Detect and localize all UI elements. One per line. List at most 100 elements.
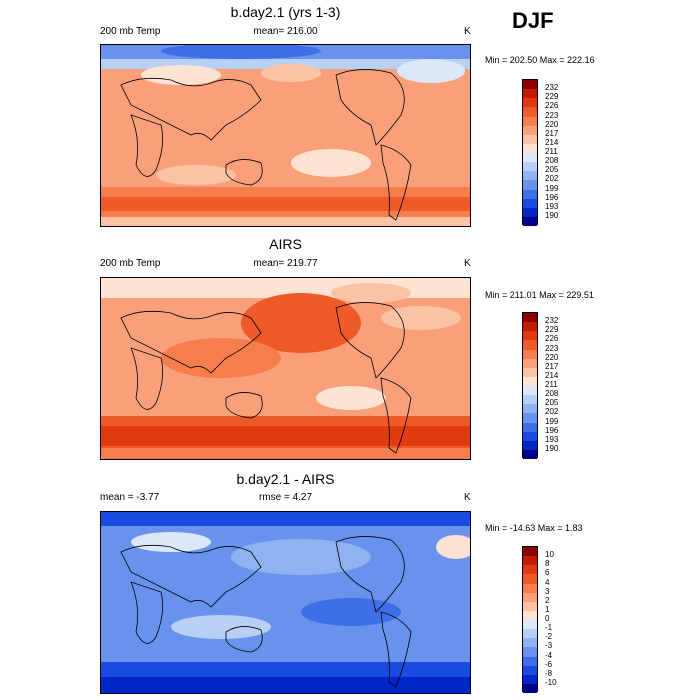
colorbar-tick-label: 229: [545, 325, 559, 335]
colorbar-tick-label: 3: [545, 586, 550, 596]
colorbar-tick-label: 193: [545, 434, 559, 444]
panel-2-center-label: mean= 219.77: [253, 258, 318, 269]
colorbar-tick-label: 208: [545, 389, 559, 399]
colorbar-swatch: [523, 153, 537, 163]
colorbar-swatch: [523, 180, 537, 190]
panel-1-units: K: [464, 26, 471, 37]
colorbar-swatch: [523, 665, 537, 675]
colorbar-swatch: [523, 376, 537, 386]
colorbar-tick-label: 199: [545, 183, 559, 193]
colorbar-tick-label: 223: [545, 110, 559, 120]
panel-2-units: K: [464, 258, 471, 269]
colorbar-tick-label: 202: [545, 174, 559, 184]
colorbar-swatch: [523, 116, 537, 126]
colorbar-swatch: [523, 556, 537, 566]
colorbar-tick-label: 196: [545, 192, 559, 202]
panel-2-title: AIRS: [269, 236, 302, 252]
colorbar-swatch: [523, 143, 537, 153]
colorbar-swatch: [523, 313, 537, 323]
panel-1-center-label: mean= 216.00: [253, 26, 318, 37]
panel-3-left-label: mean = -3.77: [100, 492, 160, 503]
colorbar-swatch: [523, 198, 537, 208]
colorbar-swatch: [523, 171, 537, 181]
colorbar-swatch: [523, 404, 537, 414]
panel-2-map-field: [101, 278, 470, 459]
colorbar-swatch: [523, 422, 537, 432]
colorbar-swatch: [523, 674, 537, 684]
colorbar-swatch: [523, 349, 537, 359]
colorbar-tick-label: 202: [545, 407, 559, 417]
panel-1-left-label: 200 mb Temp: [100, 26, 161, 37]
panel-2-left-label: 200 mb Temp: [100, 258, 161, 269]
colorbar-tick-label: 229: [545, 92, 559, 102]
colorbar-swatch: [523, 98, 537, 108]
colorbar-tick-label: 217: [545, 361, 559, 371]
colorbar-tick-label: -2: [545, 632, 553, 642]
colorbar-swatch: [523, 638, 537, 648]
colorbar-swatch: [523, 322, 537, 332]
colorbar-swatch: [523, 647, 537, 657]
panel-2-minmax: Min = 211.01 Max = 229.51: [485, 290, 594, 300]
colorbar-tick-label: 196: [545, 425, 559, 435]
colorbar-swatch: [523, 395, 537, 405]
colorbar-swatch: [523, 162, 537, 172]
panel-3-map: [100, 511, 471, 694]
colorbar-swatch: [523, 386, 537, 396]
colorbar-tick-label: 4: [545, 577, 550, 587]
colorbar-tick-label: 0: [545, 614, 550, 623]
colorbar-tick-label: -3: [545, 641, 553, 651]
panel-3-title: b.day2.1 - AIRS: [236, 471, 335, 487]
colorbar-swatch: [523, 413, 537, 423]
colorbar-swatch: [523, 449, 537, 459]
colorbar-tick-label: 193: [545, 201, 559, 211]
colorbar-tick-label: 211: [545, 380, 558, 389]
colorbar-swatch: [523, 134, 537, 144]
colorbar-swatch: [523, 610, 537, 620]
panel-3-units: K: [464, 492, 471, 503]
panel-1-colorbar: [522, 79, 538, 226]
colorbar-tick-label: 6: [545, 568, 550, 578]
colorbar-tick-label: -4: [545, 650, 553, 660]
season-label: DJF: [512, 8, 554, 33]
colorbar-swatch: [523, 620, 537, 630]
colorbar-swatch: [523, 592, 537, 602]
panel-2-map: [100, 277, 471, 460]
colorbar-swatch: [523, 574, 537, 584]
colorbar-swatch: [523, 358, 537, 368]
colorbar-swatch: [523, 207, 537, 217]
colorbar-tick-label: -1: [545, 623, 553, 633]
colorbar-swatch: [523, 80, 537, 90]
panel-1-minmax: Min = 202.50 Max = 222.16: [485, 55, 595, 65]
colorbar-tick-label: 220: [545, 352, 559, 362]
colorbar-swatch: [523, 565, 537, 575]
panel-1-map-field: [101, 45, 470, 226]
panel-3-colorbar: [522, 546, 538, 693]
colorbar-tick-label: -6: [545, 659, 553, 669]
colorbar-swatch: [523, 340, 537, 350]
colorbar-tick-label: 211: [545, 147, 558, 156]
panel-2-colorbar: [522, 312, 538, 459]
colorbar-tick-label: 232: [545, 83, 559, 93]
panel-1-title: b.day2.1 (yrs 1-3): [230, 4, 341, 20]
colorbar-tick-label: 214: [545, 137, 559, 147]
colorbar-tick-label: -8: [545, 668, 553, 678]
colorbar-tick-label: -10: [545, 677, 557, 687]
colorbar-swatch: [523, 547, 537, 557]
colorbar-swatch: [523, 601, 537, 611]
colorbar-tick-label: 8: [545, 559, 550, 569]
colorbar-tick-label: 190: [545, 443, 559, 453]
colorbar-tick-label: 199: [545, 416, 559, 426]
colorbar-swatch: [523, 367, 537, 377]
colorbar-swatch: [523, 440, 537, 450]
colorbar-tick-label: 205: [545, 398, 559, 408]
colorbar-tick-label: 214: [545, 370, 559, 380]
colorbar-tick-label: 217: [545, 128, 559, 138]
panel-3-center-label: rmse = 4.27: [258, 492, 313, 503]
colorbar-swatch: [523, 125, 537, 135]
colorbar-swatch: [523, 629, 537, 639]
colorbar-tick-label: 223: [545, 343, 559, 353]
colorbar-swatch: [523, 216, 537, 226]
colorbar-tick-label: 208: [545, 156, 559, 166]
panel-3-minmax: Min = -14.63 Max = 1.83: [485, 523, 583, 533]
colorbar-swatch: [523, 683, 537, 693]
